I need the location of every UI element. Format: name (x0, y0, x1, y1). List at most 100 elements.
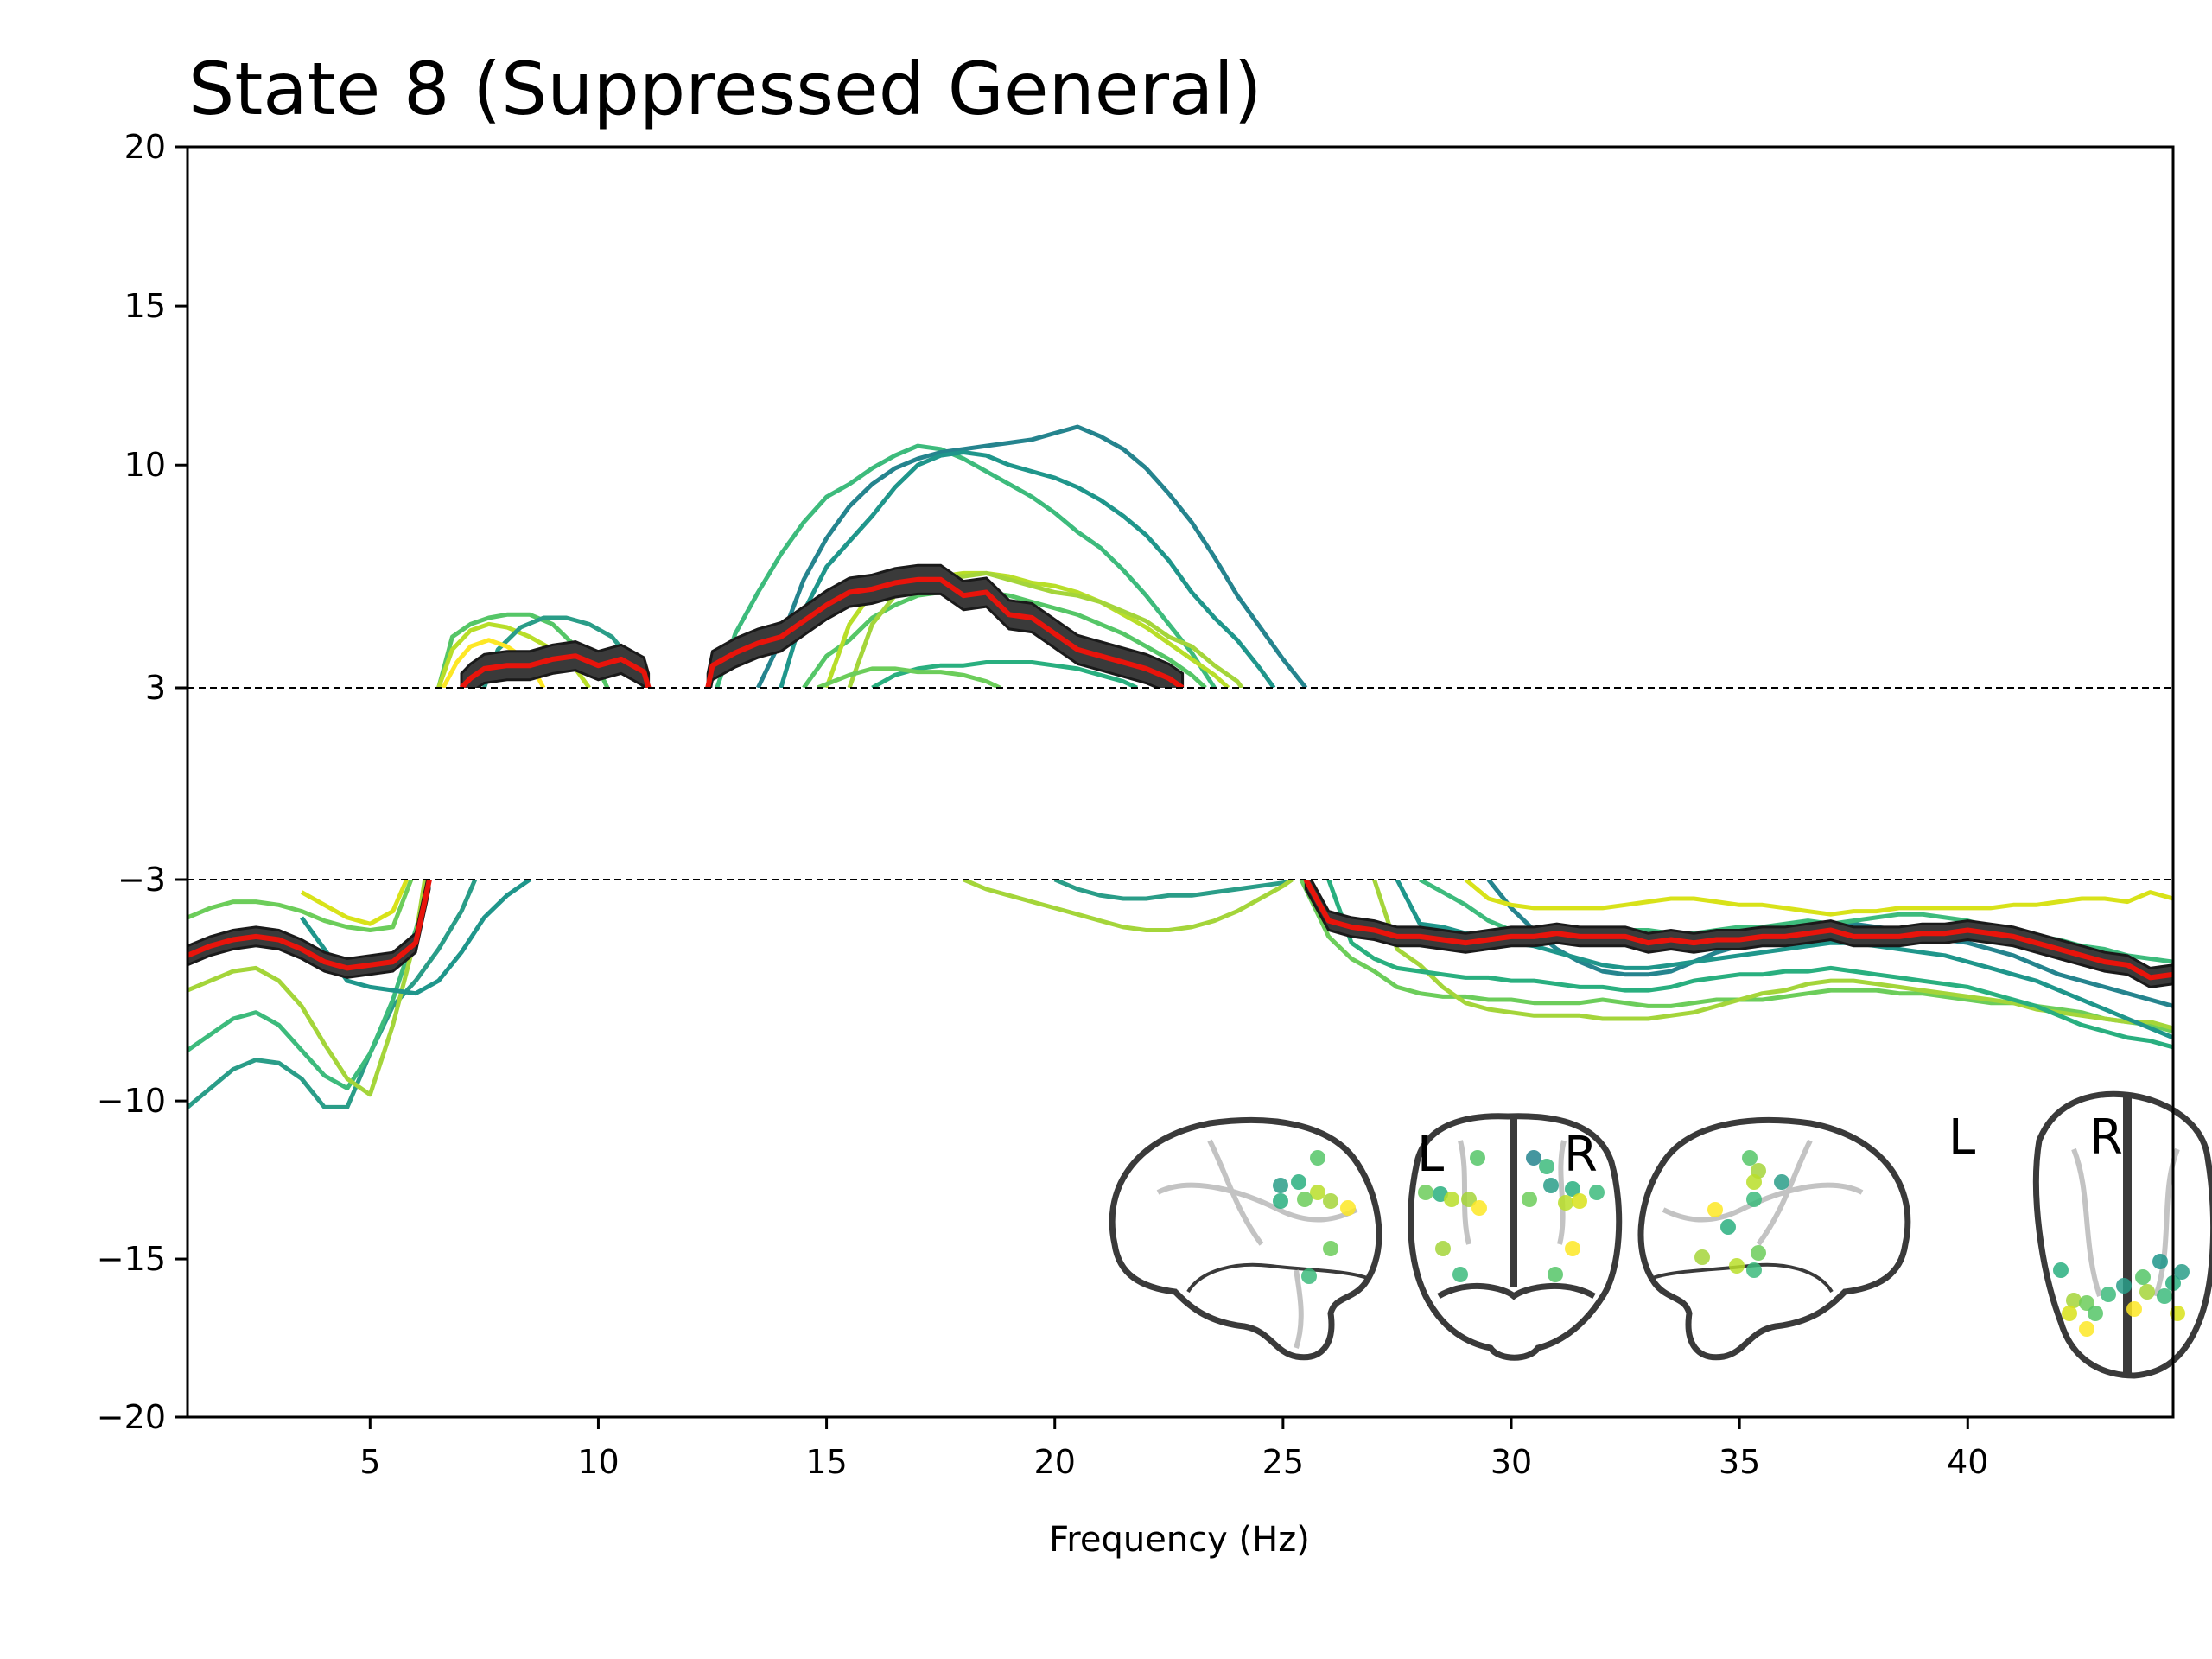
mean-line-2 (705, 576, 1185, 690)
parcel-line-17-0 (817, 666, 1001, 690)
dots-sag-right-dot-3 (1746, 1192, 1762, 1207)
plot-frame (186, 145, 2175, 1419)
x-tick-label-3: 20 (1034, 1443, 1076, 1481)
dots-coronal-dot-17 (1548, 1267, 1563, 1282)
y-tick-label-1: 15 (124, 287, 166, 325)
brain-sagittal-left-dots (1273, 1150, 1356, 1284)
mean-line-0 (187, 879, 432, 971)
dots-axial-dot-5 (2116, 1278, 2132, 1294)
brain-sagittal-left-folds (1156, 1139, 1358, 1349)
coronal-left-label: L (1417, 1127, 1444, 1183)
x-tick-label-4: 25 (1262, 1443, 1304, 1481)
threshold-gap (188, 688, 2172, 880)
brain-sagittal-right (1637, 1116, 1911, 1361)
dots-sag-left-dot-7 (1340, 1200, 1356, 1216)
brain-coronal-dots (1418, 1150, 1605, 1282)
brain-sagittal-right-folds (1662, 1139, 1864, 1246)
dots-sag-right-dot-2 (1746, 1174, 1762, 1190)
dots-coronal-dot-1 (1418, 1185, 1433, 1200)
dots-coronal-dot-11 (1522, 1192, 1537, 1207)
dots-axial-dot-1 (2066, 1293, 2082, 1308)
dots-sag-left-dot-4 (1323, 1193, 1338, 1209)
brain-axial-dots (2053, 1254, 2190, 1337)
brain-inset: L R L R (1109, 1090, 2212, 1379)
dots-axial-dot-2 (2079, 1295, 2094, 1311)
y-tick-label-2: 10 (124, 446, 166, 484)
dots-axial-dot-12 (2126, 1301, 2142, 1317)
dots-coronal-dot-10 (1589, 1185, 1605, 1200)
dots-coronal-dot-0 (1470, 1150, 1485, 1166)
dots-coronal-dot-3 (1444, 1192, 1459, 1207)
dots-coronal-dot-15 (1452, 1267, 1468, 1282)
dots-sag-right-dot-5 (1707, 1202, 1723, 1217)
parcel-line-10-0 (715, 443, 1217, 690)
brain-sagittal-right-dots (1694, 1150, 1789, 1278)
x-tick-label-6: 35 (1719, 1443, 1760, 1481)
dots-axial-dot-14 (2062, 1306, 2077, 1321)
dots-sag-left-dot-9 (1301, 1268, 1317, 1284)
y-tick-label-5: −10 (97, 1082, 166, 1120)
y-ticks: 20 15 10 3 −3 −10 −15 −20 (97, 128, 188, 1436)
dots-sag-left-dot-6 (1297, 1192, 1313, 1207)
x-tick-label-0: 5 (359, 1443, 380, 1481)
dots-coronal-dot-4 (1461, 1192, 1477, 1207)
dots-sag-right-dot-6 (1751, 1245, 1766, 1261)
dots-axial-dot-11 (2135, 1269, 2151, 1285)
dots-coronal-dot-7 (1539, 1159, 1554, 1174)
coronal-right-label: R (1564, 1127, 1598, 1183)
parcel-line-1-0 (187, 879, 432, 1090)
mean-line (187, 576, 2172, 981)
y-tick-label-7: −20 (97, 1398, 166, 1436)
dots-axial-dot-6 (2139, 1284, 2155, 1300)
dots-coronal-dot-5 (1471, 1200, 1487, 1216)
brain-coronal-folds (1458, 1140, 1567, 1245)
dots-sag-left-dot-0 (1310, 1150, 1325, 1166)
mean-band-3 (1304, 865, 2172, 988)
mean-line-3 (1303, 878, 2172, 981)
dots-sag-left-dot-8 (1323, 1241, 1338, 1256)
parcel-line-22-0 (1326, 879, 2172, 1050)
dots-coronal-dot-16 (1565, 1241, 1580, 1256)
dots-coronal-dot-14 (1435, 1241, 1451, 1256)
chart-title: State 8 (Suppressed General) (188, 47, 1262, 131)
dots-coronal-dot-9 (1565, 1181, 1580, 1197)
brain-sagittal-left (1109, 1116, 1382, 1361)
axial-left-label: L (1948, 1109, 1975, 1166)
y-tick-label-4: −3 (118, 861, 166, 899)
parcel-line-19-0 (963, 877, 1294, 932)
brain-axial (2032, 1090, 2212, 1379)
dots-sag-right-dot-9 (1729, 1258, 1745, 1274)
dots-sag-left-dot-1 (1273, 1178, 1288, 1193)
dots-axial-dot-7 (2157, 1288, 2172, 1304)
dots-sag-right-dot-10 (1774, 1174, 1789, 1190)
dots-axial-dot-3 (2088, 1306, 2103, 1321)
x-tick-label-7: 40 (1947, 1443, 1988, 1481)
x-tick-label-2: 15 (805, 1443, 847, 1481)
mean-error-band (187, 563, 2172, 988)
dots-sag-left-dot-2 (1291, 1174, 1306, 1190)
parcel-line-25-0 (1464, 878, 2172, 917)
dots-sag-right-dot-4 (1720, 1219, 1736, 1235)
parcel-line-0-0 (187, 879, 478, 1109)
y-tick-label-6: −15 (97, 1240, 166, 1278)
axial-right-label: R (2089, 1109, 2123, 1166)
dots-sag-left-dot-5 (1273, 1193, 1288, 1209)
threshold-lines (188, 687, 2173, 880)
y-tick-label-3: 3 (145, 669, 166, 707)
dots-axial-dot-0 (2053, 1262, 2069, 1278)
dots-sag-right-dot-7 (1746, 1262, 1762, 1278)
parcel-line-11-0 (756, 424, 1308, 690)
dots-axial-dot-10 (2152, 1254, 2168, 1269)
dots-coronal-dot-12 (1558, 1195, 1573, 1211)
y-tick-label-0: 20 (124, 128, 166, 166)
dots-coronal-dot-6 (1526, 1150, 1541, 1166)
dots-coronal-dot-13 (1572, 1193, 1587, 1209)
dots-sag-right-dot-0 (1742, 1150, 1758, 1166)
dots-sag-left-dot-3 (1310, 1185, 1325, 1200)
x-axis-title: Frequency (Hz) (1049, 1520, 1310, 1560)
parcel-line-18-0 (1053, 877, 1294, 901)
parcel-line-4-0 (187, 879, 414, 932)
parcel-line-12-0 (779, 450, 1276, 690)
mean-line-1 (459, 653, 652, 690)
